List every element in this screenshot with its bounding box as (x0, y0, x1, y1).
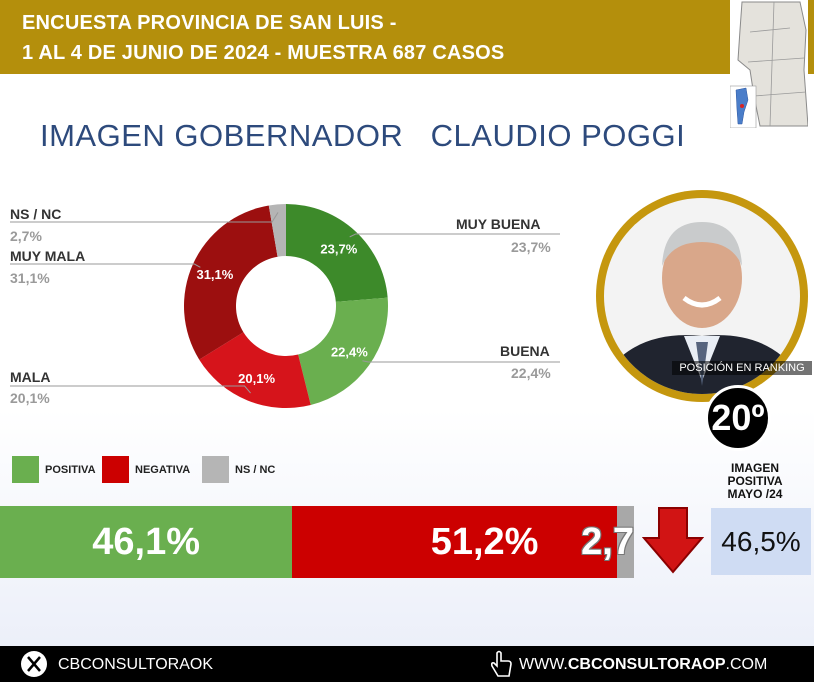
previous-label-line-1: IMAGEN (731, 461, 779, 475)
header-line-1: ENCUESTA PROVINCIA DE SAN LUIS - (22, 12, 397, 34)
legend-label-buena: BUENA (500, 343, 550, 359)
legend-text-negativa: NEGATIVA (135, 463, 191, 476)
donut-slice-label: 23,7% (320, 242, 357, 257)
previous-image-label: IMAGEN POSITIVA MAYO /24 (712, 462, 798, 501)
previous-image-value: 46,5% (711, 508, 811, 575)
legend-value-buena: 22,4% (511, 365, 551, 381)
legend-positiva: POSITIVA (12, 456, 96, 483)
website-bold: CBCONSULTORAOP (567, 656, 726, 673)
down-arrow-icon (642, 507, 704, 574)
bar-segment-label: 51,2% (430, 520, 539, 563)
legend-text-nsnc: NS / NC (235, 463, 276, 476)
legend-label-muy-mala: MUY MALA (10, 248, 86, 264)
footer: CBCONSULTORAOK WWW.CBCONSULTORAOP.COM (0, 646, 814, 682)
bar-segment-negativa: 51,2% (292, 506, 617, 578)
leader-line (10, 212, 279, 223)
ranking-label: POSICIÓN EN RANKING (672, 361, 812, 375)
leader-line (349, 233, 560, 238)
leader-line (10, 385, 251, 394)
page-title: IMAGEN GOBERNADOR CLAUDIO POGGI (40, 118, 686, 153)
header-banner: ENCUESTA PROVINCIA DE SAN LUIS - 1 AL 4 … (0, 0, 814, 74)
bar-segment-label: 2,7 (581, 520, 634, 563)
leader-line (10, 263, 201, 268)
x-logo-icon[interactable] (20, 650, 48, 678)
donut-slice-label: 20,1% (238, 371, 275, 386)
donut-slice-buena (298, 297, 388, 405)
donut-slice-label: 22,4% (331, 344, 368, 359)
bar-segment-label: 46,1% (92, 520, 200, 563)
bar-segment-positiva: 46,1% (0, 506, 293, 578)
san-luis-map-icon (730, 0, 808, 128)
donut-slice-mala (199, 332, 311, 408)
bar-segment-ns-nc: 2,7 (581, 506, 634, 578)
ranking-badge: 20º (705, 385, 771, 451)
legend-label-muy-buena: MUY BUENA (456, 216, 541, 232)
legend-nsnc: NS / NC (202, 456, 275, 483)
donut-slice-ns-nc (268, 204, 286, 257)
legend-label-mala: MALA (10, 369, 51, 385)
website-prefix: WWW. (519, 656, 568, 673)
header-line-2: 1 AL 4 DE JUNIO DE 2024 - MUESTRA 687 CA… (22, 42, 505, 64)
legend-label-nsnc: NS / NC (10, 206, 62, 222)
website-suffix: .COM (725, 656, 768, 673)
legend-value-nsnc: 2,7% (10, 228, 42, 244)
legend-swatch-negativa (102, 456, 129, 483)
donut-chart: 23,7% 22,4% 20,1% 31,1% (10, 204, 560, 408)
donut-slice-muy-mala (184, 205, 278, 360)
hand-pointer-icon (490, 650, 512, 677)
legend-value-mala: 20,1% (10, 390, 50, 406)
legend-negativa: NEGATIVA (102, 456, 190, 483)
legend-swatch-nsnc (202, 456, 229, 483)
legend-value-muy-buena: 23,7% (511, 239, 551, 255)
leader-line (362, 360, 560, 363)
donut-slice-label: 31,1% (196, 267, 233, 282)
donut-slice-muy-buena (286, 204, 388, 302)
footer-website[interactable]: WWW.CBCONSULTORAOP.COM (519, 656, 767, 674)
previous-label-line-3: MAYO /24 (727, 487, 783, 501)
legend-swatch-positiva (12, 456, 39, 483)
legend-value-muy-mala: 31,1% (10, 270, 50, 286)
footer-social-handle[interactable]: CBCONSULTORAOK (58, 656, 213, 673)
legend-text-positiva: POSITIVA (45, 463, 96, 476)
previous-label-line-2: POSITIVA (727, 474, 783, 488)
person-photo (596, 190, 808, 402)
